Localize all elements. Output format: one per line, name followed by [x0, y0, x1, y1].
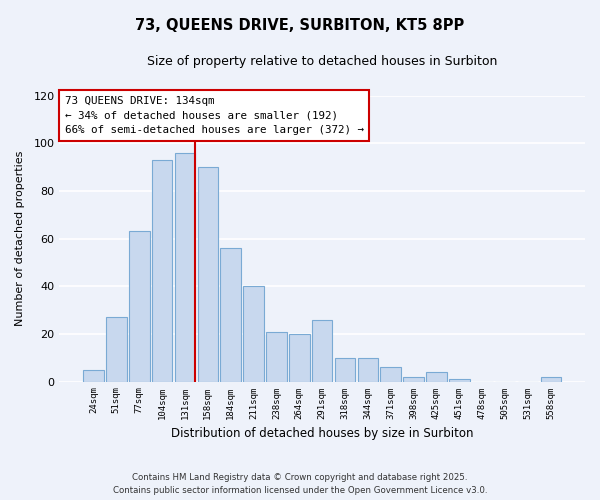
Bar — [358, 358, 378, 382]
Bar — [152, 160, 172, 382]
Bar — [129, 232, 149, 382]
Bar — [403, 377, 424, 382]
Bar — [541, 377, 561, 382]
Bar — [243, 286, 264, 382]
Bar — [380, 368, 401, 382]
Text: 73, QUEENS DRIVE, SURBITON, KT5 8PP: 73, QUEENS DRIVE, SURBITON, KT5 8PP — [136, 18, 464, 32]
Text: Contains HM Land Registry data © Crown copyright and database right 2025.
Contai: Contains HM Land Registry data © Crown c… — [113, 474, 487, 495]
Bar — [426, 372, 447, 382]
Bar — [312, 320, 332, 382]
Text: 73 QUEENS DRIVE: 134sqm
← 34% of detached houses are smaller (192)
66% of semi-d: 73 QUEENS DRIVE: 134sqm ← 34% of detache… — [65, 96, 364, 135]
Bar — [106, 317, 127, 382]
Bar — [335, 358, 355, 382]
Bar — [175, 153, 195, 382]
Bar — [289, 334, 310, 382]
X-axis label: Distribution of detached houses by size in Surbiton: Distribution of detached houses by size … — [171, 427, 473, 440]
Title: Size of property relative to detached houses in Surbiton: Size of property relative to detached ho… — [147, 55, 497, 68]
Y-axis label: Number of detached properties: Number of detached properties — [15, 151, 25, 326]
Bar — [197, 167, 218, 382]
Bar — [83, 370, 104, 382]
Bar — [449, 379, 470, 382]
Bar — [266, 332, 287, 382]
Bar — [220, 248, 241, 382]
